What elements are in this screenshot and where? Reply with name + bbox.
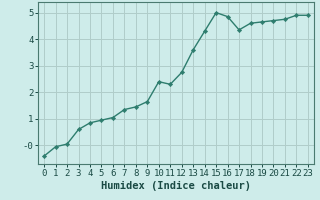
X-axis label: Humidex (Indice chaleur): Humidex (Indice chaleur) — [101, 181, 251, 191]
